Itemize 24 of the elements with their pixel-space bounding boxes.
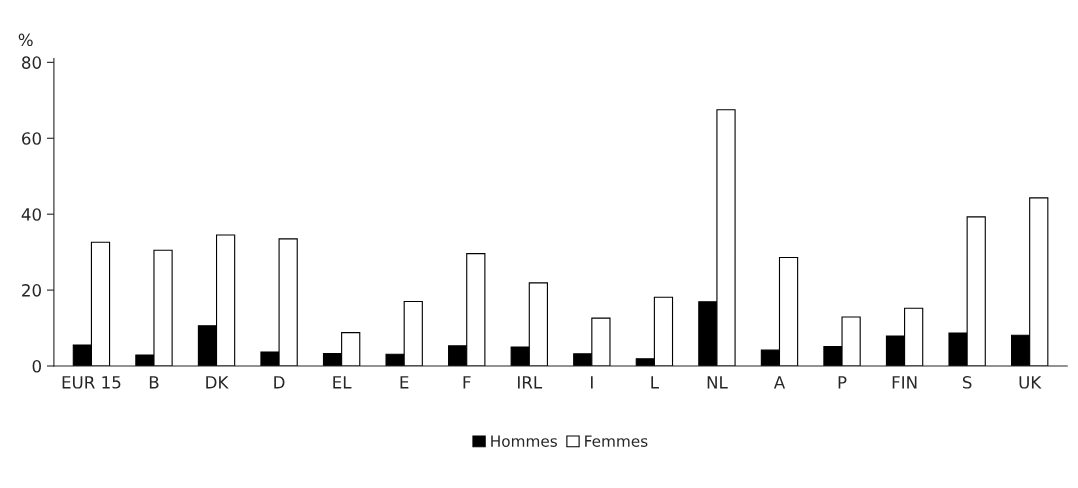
x-tick-label: EL xyxy=(333,376,352,389)
x-tick-label: DK xyxy=(206,376,229,389)
x-tick-label: P xyxy=(838,376,847,389)
y-axis-title: % xyxy=(18,33,33,47)
x-tick-label: I xyxy=(591,376,593,389)
y-tick-label: 40 xyxy=(21,208,41,221)
x-tick-label: EUR 15 xyxy=(62,376,121,389)
x-tick-label: B xyxy=(149,376,159,389)
x-tick-label: NL xyxy=(707,376,728,389)
x-tick-label: UK xyxy=(1019,376,1042,389)
y-tick-label: 20 xyxy=(22,284,41,297)
x-tick-label: A xyxy=(773,376,786,389)
legend-label: Hommes xyxy=(491,435,557,447)
x-tick-label: S xyxy=(962,376,972,389)
x-tick-label: IRL xyxy=(518,376,543,389)
y-tick-label: 0 xyxy=(32,359,41,373)
x-tick-label: D xyxy=(274,376,285,389)
x-tick-label: FIN xyxy=(892,376,917,389)
x-tick-label: L xyxy=(651,376,659,389)
x-tick-label: F xyxy=(463,376,471,389)
y-tick-label: 80 xyxy=(22,56,41,69)
y-tick-label: 60 xyxy=(22,132,41,145)
legend-label: Femmes xyxy=(585,435,648,447)
x-tick-label: E xyxy=(400,376,409,389)
